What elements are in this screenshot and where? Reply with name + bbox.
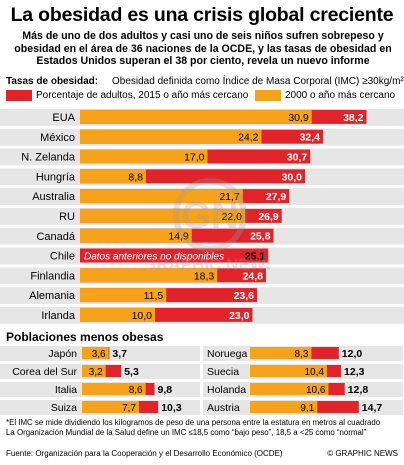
category-label: EUA	[52, 112, 75, 124]
category-label: Holanda	[207, 384, 246, 396]
value-label-2015: 38,2	[343, 112, 364, 124]
value-label-2000: 3,6	[92, 349, 106, 360]
value-label-2000: 8,8	[128, 171, 143, 183]
value-label-2015: 30,7	[287, 152, 308, 164]
value-label-2015: 23,0	[229, 310, 250, 322]
value-label-2000: 9,1	[300, 403, 314, 414]
value-label-2000: 8,6	[129, 385, 143, 396]
value-label-2000: 10,0	[132, 310, 153, 322]
bar-2000	[250, 347, 312, 359]
credit: © GRAPHIC NEWS	[327, 449, 398, 458]
legend-definition: Obesidad definida como Índice de Masa Co…	[112, 76, 404, 87]
legend-swatch-2015	[6, 90, 32, 101]
value-label-2000: 14,9	[168, 231, 189, 243]
bar-2000	[80, 109, 312, 124]
category-label: RU	[59, 211, 75, 223]
value-label-2000: 7,7	[122, 403, 136, 414]
value-label-2000: 22,0	[222, 211, 243, 223]
bar-2000	[80, 288, 167, 303]
category-label: Irlanda	[41, 310, 76, 322]
svg-text:GRAPHIC NEWS: GRAPHIC NEWS	[150, 255, 270, 274]
legend-swatch-2000	[255, 90, 281, 101]
value-label-2000: 17,0	[184, 152, 205, 164]
category-label: Japón	[48, 348, 77, 360]
category-label: Austria	[207, 402, 240, 414]
category-label: N. Zelanda	[21, 152, 76, 164]
value-label-2015: 24,8	[243, 270, 264, 282]
value-label-2015: 26,9	[258, 211, 279, 223]
page-title: La obesidad es una crisis global crecien…	[10, 4, 394, 26]
value-label-2015: 14,7	[362, 402, 383, 414]
bar-2000	[80, 228, 192, 243]
value-label-2015: 27,9	[266, 191, 287, 203]
source-note: Fuente: Organización para la Cooperación…	[6, 449, 283, 458]
value-label-2000: 3,2	[89, 367, 103, 378]
value-label-2000: 30,9	[288, 112, 309, 124]
main-bar-chart: EUA 30,9 38,2 México 24,2 32,4 N. Zelanda 17,0 3…	[0, 109, 404, 324]
subtitle: Más de uno de dos adultos y casi uno de …	[14, 30, 392, 68]
bar-2000	[80, 129, 262, 144]
bar-2000	[250, 383, 329, 395]
bar-2000	[80, 208, 245, 223]
legend-label: Tasas de obesidad:	[6, 76, 99, 87]
category-label: Alemania	[29, 290, 76, 302]
legend-series-2000: 2000 o año más cercano	[285, 90, 396, 101]
value-label-2015: 12,3	[344, 366, 365, 378]
bar-2000	[82, 383, 146, 395]
least-obese-bar-chart: Japón 3,6 3,7 Corea del Sur 3,2 5,3 Italia 8,6 9…	[0, 346, 403, 415]
value-label-2015: 5,3	[124, 366, 139, 378]
category-label: Noruega	[207, 348, 247, 360]
category-label: Australia	[32, 191, 76, 203]
svg-text:GN: GN	[182, 195, 239, 237]
category-label: México	[40, 132, 75, 144]
value-label-2000: 21,7	[219, 191, 240, 203]
graphic-news-watermark-logo: GN GRAPHIC NEWS	[150, 178, 270, 274]
category-label: Suecia	[207, 366, 239, 378]
category-label: Corea del Sur	[12, 366, 77, 378]
category-label: Hungría	[36, 171, 76, 183]
category-label: Chile	[50, 251, 75, 263]
least-obese-heading: Poblaciones menos obesas	[6, 330, 164, 344]
value-label-2015: 32,4	[300, 132, 321, 144]
footnote-line: *El IMC se mide dividiendo los kilogramo…	[6, 418, 381, 427]
category-label: Finlandia	[30, 270, 76, 282]
bar-2000	[82, 347, 109, 359]
bar-2000	[80, 169, 146, 184]
footnote-line: La Organización Mundial de la Salud defi…	[6, 427, 367, 437]
category-label: Suiza	[51, 402, 77, 414]
bar-2000	[80, 307, 155, 322]
bar-2000	[80, 189, 243, 204]
value-label-2000: 10,4	[304, 367, 324, 378]
bar-2000	[250, 365, 327, 377]
value-label-2015: 23,6	[234, 290, 255, 302]
legend-series-2015: Porcentaje de adultos, 2015 o año más ce…	[36, 90, 249, 101]
bar-2000	[250, 401, 318, 413]
value-label-2015: 3,7	[112, 348, 127, 360]
value-label-2015: 25,1	[245, 251, 266, 263]
value-label-2000: 11,5	[144, 290, 164, 302]
value-label-2000: 18,3	[194, 270, 215, 282]
bar-2000	[82, 401, 139, 413]
value-label-2015: 10,3	[161, 402, 182, 414]
bar-2000	[82, 365, 106, 377]
bar-2000	[80, 149, 208, 164]
value-label-2015: 12,0	[342, 348, 363, 360]
category-label: Italia	[55, 384, 77, 396]
value-label-2015: 9,8	[158, 384, 173, 396]
value-label-2015: 25,8	[250, 231, 271, 243]
value-label-2000: 10,6	[306, 385, 326, 396]
category-label: Canadá	[36, 231, 75, 243]
value-label-2015: 12,8	[348, 384, 369, 396]
bar-2000	[80, 268, 218, 283]
bar-2015	[80, 248, 269, 263]
footnote: *El IMC se mide dividiendo los kilogramo…	[6, 418, 402, 437]
annotation-no-data: Datos anteriores no disponibles	[84, 252, 224, 263]
value-label-2000: 24,2	[238, 132, 259, 144]
value-label-2015: 30,0	[282, 171, 303, 183]
value-label-2000: 8,3	[295, 349, 309, 360]
